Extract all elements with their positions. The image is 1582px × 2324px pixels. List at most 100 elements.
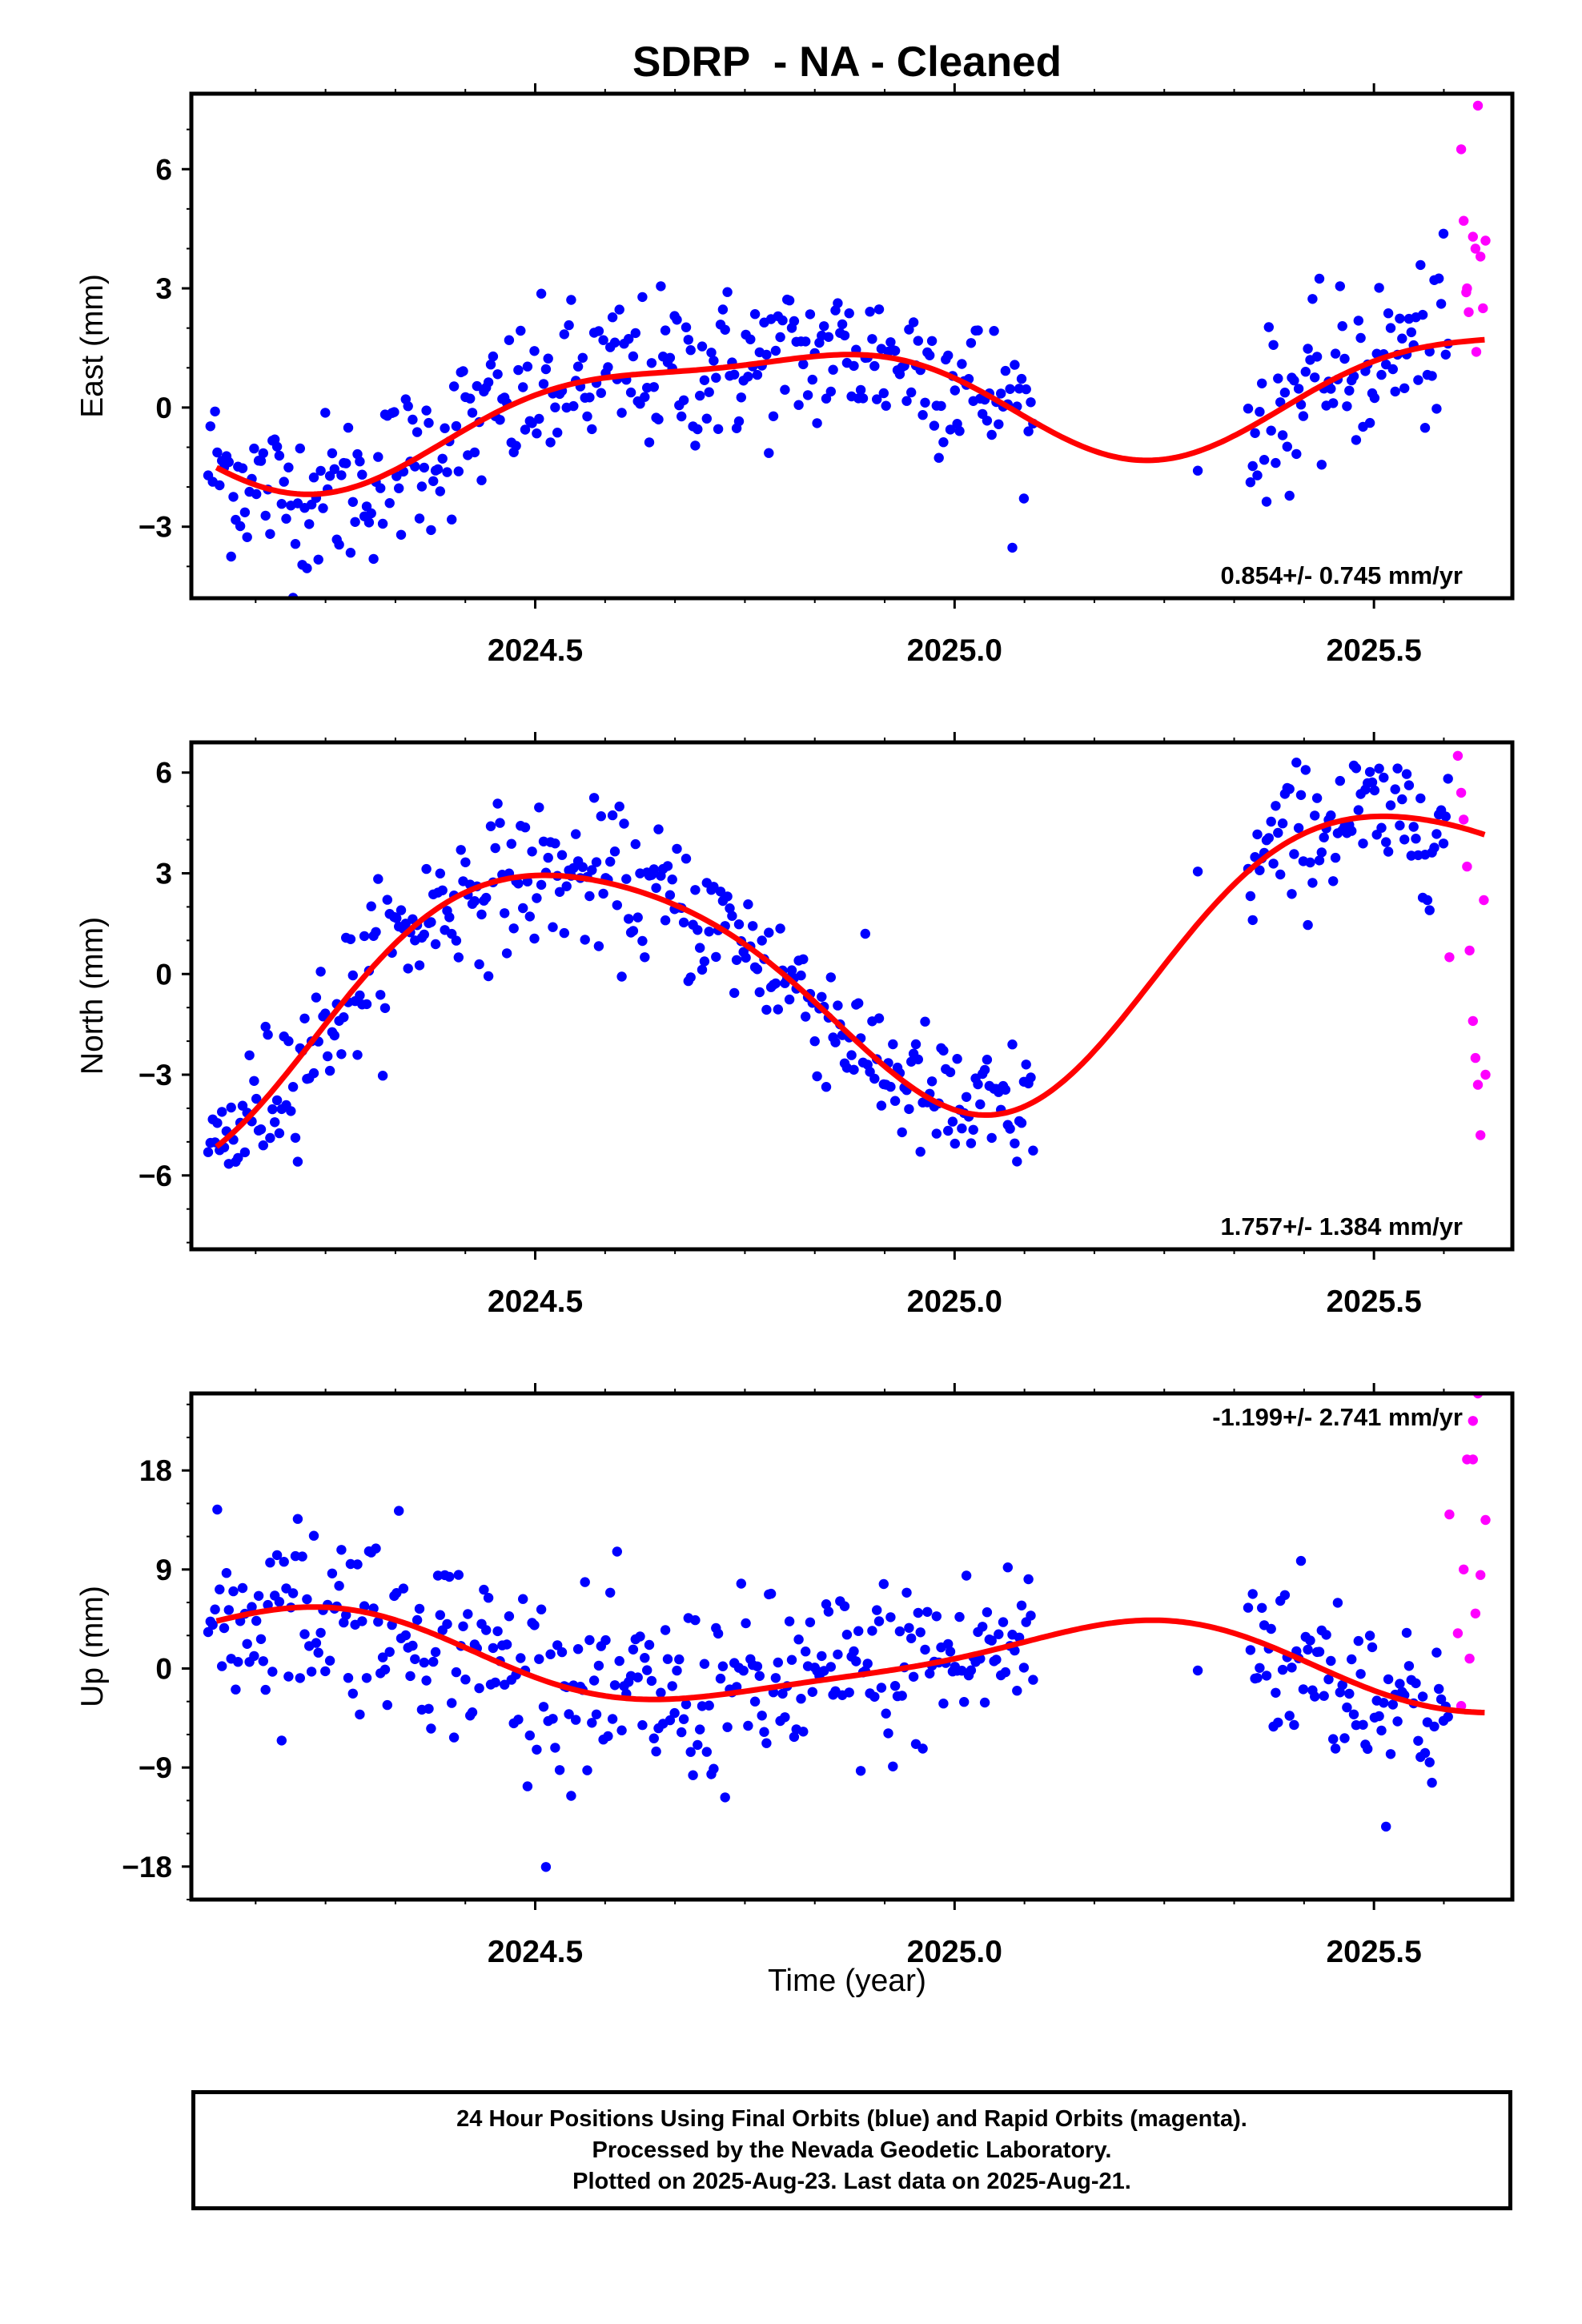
final-orbit-point (210, 1604, 220, 1614)
final-orbit-point (648, 1733, 659, 1743)
final-orbit-point (341, 1610, 351, 1620)
final-orbit-point (444, 912, 455, 923)
final-orbit-point (492, 798, 503, 809)
final-orbit-point (616, 1725, 627, 1735)
final-orbit-point (587, 865, 597, 875)
final-orbit-point (910, 1039, 921, 1050)
final-orbit-point (812, 1071, 822, 1082)
final-orbit-point (722, 287, 733, 297)
final-orbit-point (513, 879, 524, 889)
final-orbit-point (978, 1622, 988, 1632)
x-axis-title: Time (year) (768, 1964, 926, 1998)
final-orbit-point (1314, 273, 1325, 284)
final-orbit-point (945, 1067, 956, 1078)
final-orbit-point (513, 364, 524, 376)
final-orbit-point (504, 335, 515, 345)
final-orbit-point (1303, 1644, 1313, 1655)
final-orbit-point (770, 345, 781, 356)
final-orbit-point (327, 1568, 338, 1579)
final-orbit-point (1192, 465, 1203, 476)
final-orbit-point (853, 998, 864, 1008)
final-orbit-point (885, 1081, 896, 1092)
final-orbit-point (913, 336, 924, 346)
final-orbit-point (271, 1095, 283, 1106)
final-orbit-point (805, 1617, 816, 1628)
final-orbit-point (873, 1616, 885, 1626)
final-orbit-point (950, 385, 961, 396)
final-orbit-point (465, 393, 476, 404)
final-orbit-point (1374, 283, 1384, 293)
final-orbit-point (217, 1107, 227, 1117)
final-orbit-point (361, 1673, 372, 1683)
final-orbit-point (596, 811, 606, 822)
final-orbit-point (1419, 1747, 1431, 1759)
final-orbit-point (347, 970, 358, 981)
final-orbit-point (336, 1545, 347, 1555)
final-orbit-point (1369, 785, 1380, 796)
final-orbit-point (274, 450, 285, 461)
final-orbit-point (640, 392, 650, 402)
final-orbit-point (448, 381, 460, 392)
final-orbit-point (371, 1543, 381, 1554)
final-orbit-point (693, 1739, 703, 1751)
final-orbit-point (709, 1763, 719, 1774)
final-orbit-point (237, 1100, 248, 1111)
final-orbit-point (373, 452, 383, 462)
final-orbit-point (408, 1640, 418, 1651)
final-orbit-point (474, 1683, 484, 1694)
final-orbit-point (1411, 834, 1421, 844)
final-orbit-point (1291, 758, 1302, 768)
final-orbit-point (954, 1611, 965, 1622)
final-orbit-point (796, 970, 806, 981)
final-orbit-point (453, 952, 464, 963)
final-orbit-point (580, 1577, 590, 1587)
rapid-orbit-point (1464, 1653, 1475, 1664)
final-orbit-point (685, 345, 696, 356)
final-orbit-point (424, 417, 434, 428)
final-orbit-point (844, 1687, 854, 1698)
final-orbit-point (281, 513, 291, 524)
final-orbit-point (1255, 407, 1265, 417)
final-orbit-point (228, 1586, 239, 1597)
final-orbit-point (1266, 425, 1276, 436)
final-orbit-point (295, 1673, 305, 1683)
final-orbit-point (545, 437, 556, 448)
final-orbit-point (973, 325, 983, 336)
final-orbit-point (483, 1593, 494, 1603)
final-orbit-point (1245, 891, 1256, 902)
final-orbit-point (251, 1093, 262, 1104)
final-orbit-point (699, 956, 710, 967)
final-orbit-point (552, 428, 563, 438)
rapid-orbit-points (1456, 100, 1491, 357)
final-orbit-point (1335, 281, 1346, 292)
final-orbit-point (872, 1605, 882, 1615)
caption-box: 24 Hour Positions Using Final Orbits (bl… (191, 2090, 1512, 2210)
final-orbit-point (513, 1715, 524, 1725)
final-orbit-point (550, 402, 560, 412)
final-orbit-point (571, 1715, 581, 1725)
final-orbit-point (215, 480, 225, 491)
final-orbit-point (616, 408, 627, 418)
final-orbit-point (315, 465, 326, 476)
final-orbit-point (1289, 375, 1299, 386)
final-orbit-point (1429, 1721, 1439, 1732)
final-orbit-point (453, 466, 464, 476)
final-orbit-point (228, 492, 239, 502)
final-orbit-point (432, 464, 444, 475)
final-orbit-point (1339, 1733, 1350, 1743)
final-orbit-point (754, 1671, 765, 1681)
final-orbit-point (667, 875, 677, 885)
final-orbit-point (690, 440, 701, 451)
final-orbit-point (764, 448, 774, 458)
x-tick-label: 2025.5 (1326, 1285, 1421, 1319)
final-orbit-point (1016, 1118, 1027, 1128)
final-orbit-point (1243, 1602, 1254, 1613)
final-orbit-point (217, 1661, 227, 1671)
final-orbit-point (572, 1644, 584, 1655)
final-orbit-point (943, 1125, 954, 1136)
final-orbit-point (520, 424, 531, 435)
final-orbit-point (485, 360, 496, 370)
final-orbit-point (926, 336, 938, 346)
final-orbit-point (355, 1709, 365, 1720)
